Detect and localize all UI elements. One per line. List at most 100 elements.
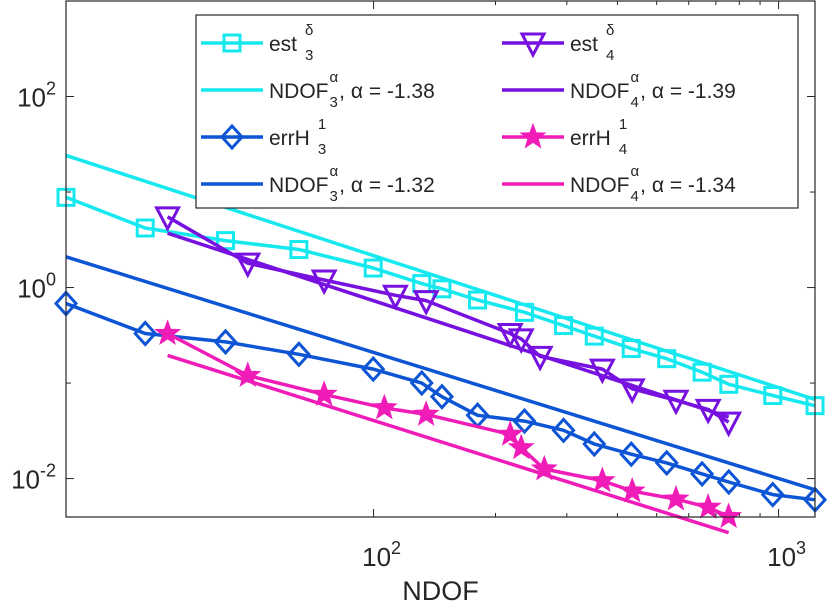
point-est4 — [588, 358, 616, 385]
legend-marker — [519, 32, 547, 59]
point-est4 — [618, 378, 646, 405]
legend-label: NDOF — [570, 80, 630, 103]
legend-box — [195, 14, 799, 209]
legend-subscript: 3 — [330, 94, 338, 111]
tick-label: 100 — [17, 270, 56, 304]
legend-label-rest: , α = -1.38 — [339, 80, 435, 103]
series-est3 — [56, 187, 825, 416]
legend-subscript: 3 — [318, 141, 326, 158]
legend-entry-errH4: errH 4 1 — [502, 116, 627, 158]
point-errH3 — [716, 468, 741, 496]
legend-marker — [219, 123, 245, 151]
point-errH4 — [154, 319, 182, 345]
point-errH4 — [715, 502, 743, 529]
point-errH3 — [654, 449, 679, 477]
point-est3 — [289, 240, 309, 260]
legend-superscript: 1 — [619, 116, 627, 133]
point-errH4 — [370, 393, 398, 420]
point-est3 — [432, 279, 452, 299]
point-est4 — [234, 252, 262, 279]
legend-entry-fit-errH4: NDOF 4 α, α = -1.34 — [502, 163, 736, 205]
series-fit-est4 — [167, 231, 730, 419]
point-errH3 — [133, 320, 158, 347]
point-errH4 — [310, 380, 338, 406]
point-est4 — [412, 290, 440, 316]
x-axis-label: NDOF — [402, 576, 479, 605]
series-fit-est3 — [65, 153, 816, 402]
legend-superscript: α — [330, 69, 339, 86]
point-est3 — [363, 258, 383, 278]
tick-label: 102 — [17, 79, 56, 113]
legend-subscript: 4 — [631, 188, 639, 205]
legend-superscript: α — [330, 163, 339, 180]
legend-entry-fit-est3: NDOF 3 α, α = -1.38 — [201, 69, 435, 111]
legend-label: est — [570, 33, 598, 56]
legend-entry-errH3: errH 3 1 — [201, 116, 326, 158]
point-errH3 — [619, 440, 644, 468]
legend-label: NDOF — [269, 80, 329, 103]
series-line-errH4 — [166, 331, 730, 519]
legend-label: errH — [269, 127, 310, 150]
point-errH4 — [507, 433, 535, 460]
point-errH4 — [618, 476, 646, 503]
legend-entry-est4: est 4 δ — [502, 22, 614, 64]
series-line-fit-est4 — [167, 231, 730, 419]
point-est3 — [468, 290, 488, 310]
legend-label-rest: , α = -1.34 — [640, 174, 736, 197]
legend-subscript: 4 — [619, 141, 627, 158]
legend-subscript: 3 — [305, 47, 313, 64]
legend-subscript: 3 — [330, 188, 338, 205]
tick-label: 103 — [767, 538, 806, 572]
point-est3 — [719, 374, 739, 394]
legend-entry-fit-errH3: NDOF 3 α, α = -1.32 — [201, 163, 435, 205]
series-line-fit-errH4 — [167, 353, 730, 535]
point-est4 — [715, 411, 743, 438]
point-errH3 — [690, 460, 715, 488]
point-errH4 — [694, 493, 722, 519]
tick-label: 102 — [362, 538, 401, 572]
point-errH3 — [760, 481, 785, 508]
legend-superscript: α — [631, 69, 640, 86]
legend-label: NDOF — [570, 174, 630, 197]
point-est4 — [381, 284, 409, 311]
series-fit-errH3 — [65, 255, 816, 492]
legend-entry-fit-est4: NDOF 4 α, α = -1.39 — [502, 69, 736, 111]
legend-label-rest: , α = -1.32 — [339, 174, 435, 197]
legend-label: NDOF — [269, 174, 329, 197]
point-errH4 — [496, 420, 524, 446]
series-line-fit-errH3 — [65, 255, 816, 492]
point-errH3 — [551, 417, 576, 444]
point-errH3 — [512, 407, 537, 435]
legend-superscript: α — [631, 163, 640, 180]
point-est4 — [496, 323, 524, 349]
point-est4 — [507, 328, 535, 355]
legend-superscript: δ — [305, 22, 313, 39]
point-errH3 — [582, 430, 607, 458]
legend-label: errH — [570, 127, 611, 150]
legend-entry-est3: est 3 δ — [201, 22, 313, 64]
point-errH3 — [361, 355, 386, 383]
series-errH4 — [154, 319, 743, 529]
legend-subscript: 4 — [606, 47, 614, 64]
point-errH3 — [213, 328, 238, 356]
point-est3 — [135, 218, 155, 238]
legend-marker — [519, 122, 547, 149]
point-errH3 — [429, 383, 454, 410]
point-errH4 — [662, 484, 690, 511]
series-layer — [53, 153, 828, 535]
legend-label: est — [269, 33, 297, 56]
legend-superscript: 1 — [318, 116, 326, 133]
tick-label: 10-2 — [11, 461, 56, 495]
point-errH3 — [286, 341, 311, 368]
legend-subscript: 4 — [631, 94, 639, 111]
legend-superscript: δ — [606, 22, 614, 39]
point-errH3 — [409, 369, 434, 397]
point-est4 — [154, 206, 182, 233]
legend-label-rest: , α = -1.39 — [640, 80, 736, 103]
axis-ticks: 102 103 10-2 100 102 — [11, 0, 815, 572]
point-errH4 — [412, 400, 440, 426]
plot-frame — [65, 0, 816, 518]
point-errH4 — [588, 466, 616, 493]
